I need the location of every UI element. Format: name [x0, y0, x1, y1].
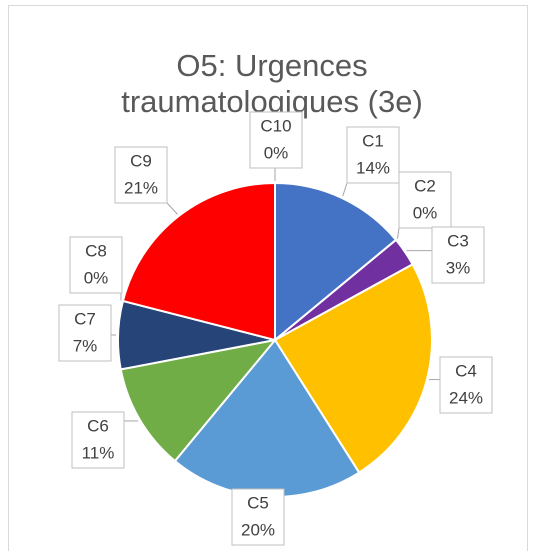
label-box — [231, 488, 285, 546]
label-box — [249, 111, 303, 169]
leader-line — [397, 227, 400, 239]
label-box — [58, 304, 112, 362]
category-label: C8 — [85, 241, 107, 260]
leader-line — [166, 202, 178, 215]
data-label: 0% — [84, 268, 109, 287]
data-label: 14% — [356, 158, 390, 177]
data-label: 0% — [264, 143, 289, 162]
category-label: C10 — [260, 116, 291, 135]
leader-line — [342, 182, 348, 197]
category-label: C6 — [87, 416, 109, 435]
data-label: 24% — [449, 388, 483, 407]
category-label: C7 — [74, 309, 96, 328]
data-label: 21% — [124, 178, 158, 197]
category-label: C4 — [455, 361, 477, 380]
data-label: 3% — [446, 258, 471, 277]
pie-slice — [274, 182, 397, 341]
chart-title: O5: Urgences — [176, 48, 367, 83]
category-label: C5 — [247, 493, 269, 512]
data-label: 7% — [73, 336, 98, 355]
label-box — [398, 171, 452, 229]
pie-slice — [274, 263, 433, 474]
label-box — [71, 411, 125, 469]
data-label: 11% — [82, 443, 115, 462]
label-box — [431, 226, 485, 284]
category-label: C3 — [447, 231, 469, 250]
category-label: C1 — [362, 131, 384, 150]
label-box — [69, 236, 123, 294]
data-label: 0% — [413, 203, 438, 222]
data-label: 20% — [241, 520, 275, 539]
label-box — [346, 126, 400, 184]
pie-slice — [121, 182, 276, 341]
category-label: C9 — [130, 151, 152, 170]
category-label: C2 — [414, 176, 436, 195]
pie-slice — [119, 339, 276, 462]
label-box — [114, 146, 168, 204]
label-box — [439, 356, 493, 414]
